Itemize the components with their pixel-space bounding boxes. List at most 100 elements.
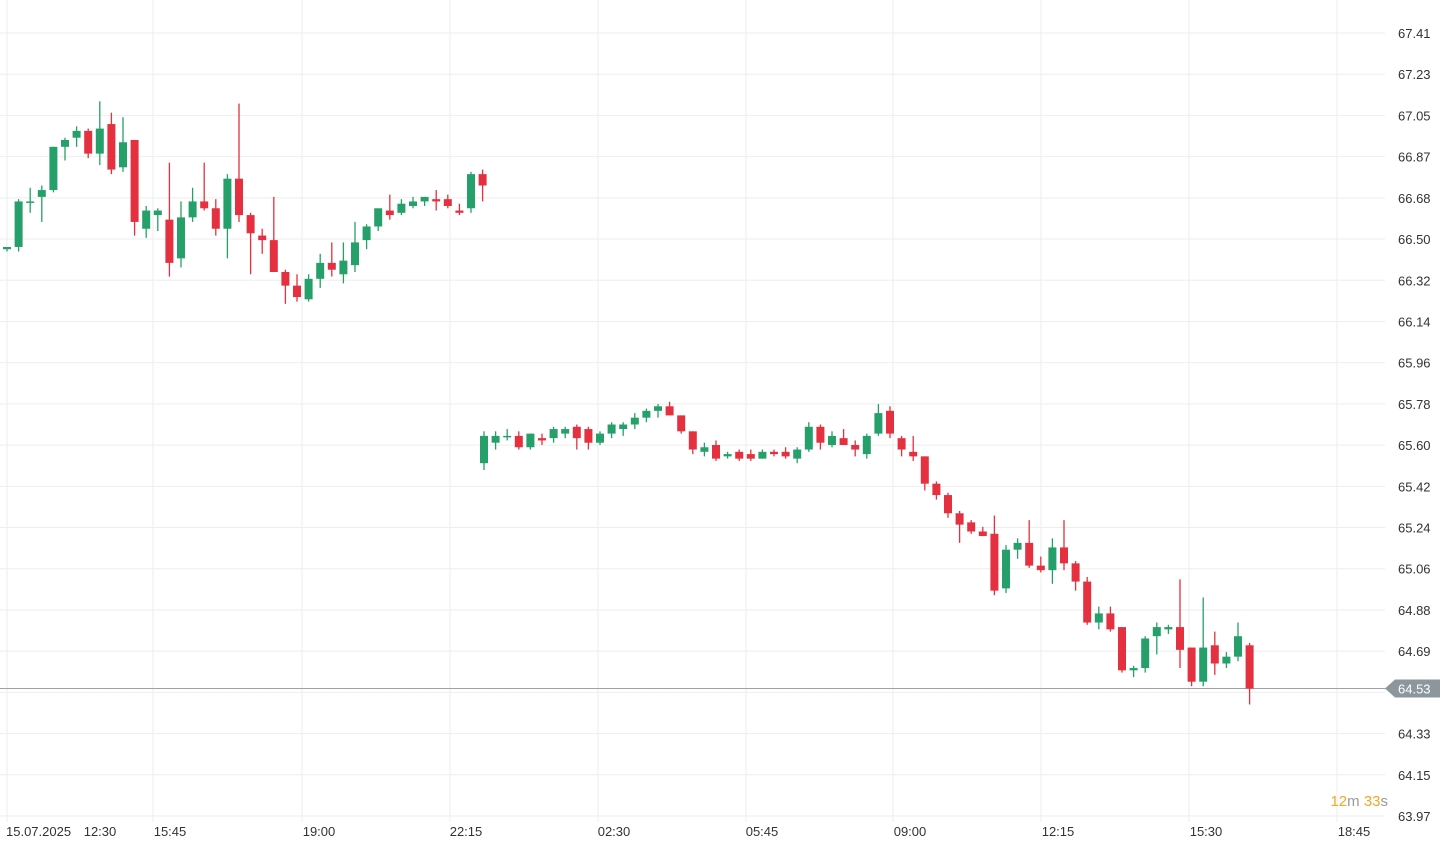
y-tick-label: 65.06	[1398, 562, 1431, 577]
candle-body	[596, 433, 604, 443]
candle-up	[503, 429, 512, 441]
countdown-minutes: 12	[1330, 793, 1348, 810]
candle-up	[793, 447, 802, 464]
candle-body	[642, 410, 651, 418]
candle-down	[258, 228, 267, 254]
candle-body	[688, 431, 697, 450]
y-tick-label: 66.68	[1398, 191, 1431, 206]
candle-up	[95, 101, 104, 166]
candle-body	[503, 435, 512, 438]
x-tick-label: 09:00	[894, 824, 927, 839]
candle-up	[1164, 624, 1173, 634]
candle-down	[1118, 627, 1126, 673]
candle-body	[851, 444, 860, 450]
candle-up	[316, 253, 325, 288]
candle-down	[712, 440, 720, 461]
candle-up	[374, 208, 383, 232]
candle-up	[119, 117, 127, 172]
candle-down	[677, 415, 686, 434]
candle-body	[153, 210, 162, 216]
candle-body	[909, 451, 918, 457]
candle-up	[828, 431, 836, 448]
x-tick-label: 05:45	[746, 824, 779, 839]
candle-body	[316, 262, 325, 279]
candle-body	[990, 533, 999, 591]
candle-down	[944, 492, 952, 518]
candle-body	[1013, 542, 1022, 550]
y-tick-label: 67.41	[1398, 26, 1431, 41]
gridlines	[0, 0, 1385, 822]
y-tick-label: 64.15	[1398, 768, 1431, 783]
candle-down	[665, 401, 674, 416]
x-tick-label: 12:30	[84, 824, 117, 839]
candle-down	[688, 431, 697, 455]
candle-down	[967, 520, 976, 534]
candle-up	[223, 174, 232, 259]
candle-body	[107, 124, 116, 170]
candle-up	[49, 146, 58, 193]
candle-down	[130, 139, 139, 236]
candle-down	[1025, 520, 1034, 568]
candle-body	[480, 435, 488, 464]
candle-countdown: 12m 33s	[1330, 793, 1388, 810]
candle-body	[723, 454, 732, 457]
candle-body	[630, 417, 639, 425]
candle-body	[1094, 613, 1103, 623]
candle-up	[409, 196, 417, 209]
candle-down	[770, 449, 778, 457]
candle-up	[723, 451, 732, 459]
candle-up	[596, 431, 604, 445]
candle-body	[49, 146, 58, 191]
candle-down	[1071, 561, 1080, 591]
candle-down	[443, 194, 452, 209]
x-axis: 15.07.2025 12:30 15:45 19:00 22:15 02:30 05:4…	[6, 824, 1370, 839]
candle-body	[758, 451, 767, 459]
candle-body	[955, 513, 964, 525]
candle-body	[584, 429, 593, 443]
candle-body	[455, 210, 464, 213]
candle-up	[491, 431, 500, 450]
y-tick-label: 65.78	[1398, 397, 1431, 412]
x-tick-label: 12:15	[1042, 824, 1075, 839]
countdown-seconds-unit: s	[1380, 793, 1389, 810]
candle-body	[95, 128, 104, 154]
candle-up	[397, 199, 406, 216]
candle-down	[746, 449, 755, 461]
y-tick-label: 65.60	[1398, 438, 1431, 453]
candle-body	[142, 210, 151, 229]
candle-body	[246, 215, 255, 234]
candle-body	[793, 449, 802, 459]
candle-body	[130, 139, 139, 222]
candle-body	[816, 426, 825, 443]
candle-down	[839, 429, 848, 445]
y-tick-label: 65.42	[1398, 479, 1431, 494]
candle-body	[293, 285, 301, 298]
y-axis: 67.41 67.23 67.05 66.87 66.68 66.50 66.32 66.14…	[1398, 26, 1431, 824]
countdown-seconds: 33	[1363, 793, 1381, 810]
candle-body	[665, 406, 674, 416]
candle-body	[700, 447, 709, 452]
candle-body	[339, 260, 348, 275]
candle-body	[746, 454, 755, 459]
candle-up	[1234, 622, 1242, 662]
candle-up	[420, 196, 429, 206]
candle-body	[549, 429, 558, 439]
candle-body	[362, 226, 371, 241]
candle-body	[1234, 636, 1242, 657]
candle-down	[1210, 631, 1219, 675]
candle-up	[874, 404, 883, 436]
candle-up	[1048, 538, 1057, 584]
candle-down	[584, 426, 593, 450]
x-tick-label: 18:45	[1338, 824, 1371, 839]
candle-up	[549, 426, 558, 443]
candle-body	[443, 199, 452, 206]
candle-down	[1083, 577, 1092, 625]
y-tick-label: 64.33	[1398, 727, 1431, 742]
candle-up	[1141, 636, 1150, 673]
candle-up	[607, 422, 616, 439]
candle-body	[862, 435, 871, 455]
candle-body	[886, 410, 894, 434]
candle-body	[327, 262, 336, 270]
